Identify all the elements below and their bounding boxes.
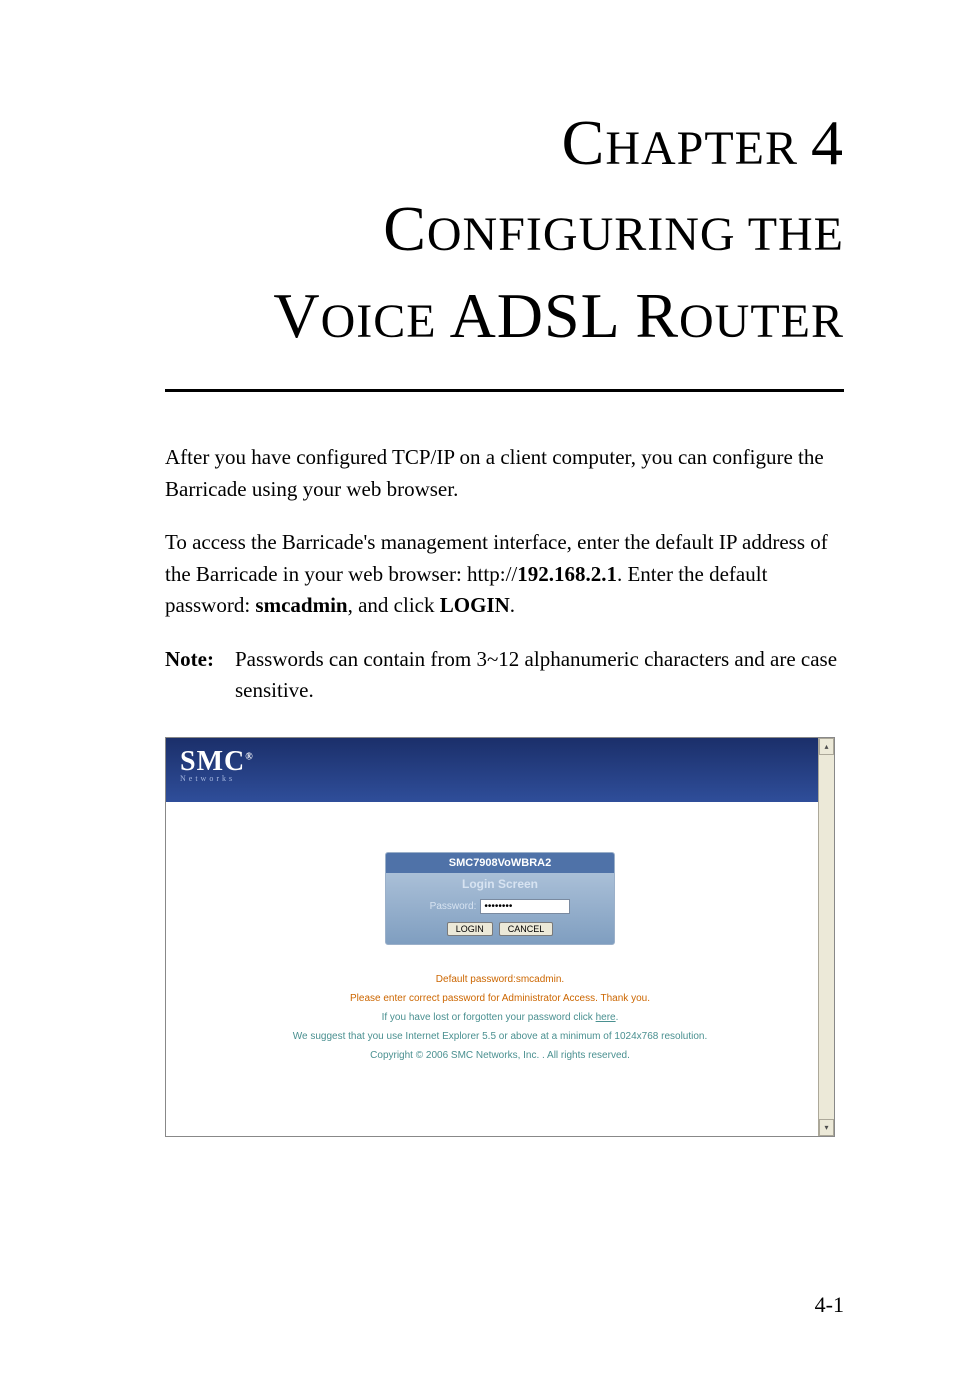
p2-password: smcadmin [255, 593, 347, 617]
panel-title: SMC7908VoWBRA2 [386, 853, 614, 873]
chevron-up-icon: ▴ [824, 742, 828, 751]
note-label: Note: [165, 644, 235, 707]
p2-text-d: . [510, 593, 515, 617]
intro-paragraph-1: After you have configured TCP/IP on a cl… [165, 442, 844, 505]
forgot-link[interactable]: here [596, 1012, 616, 1023]
logo-subtext: Networks [180, 774, 820, 783]
scroll-down-button[interactable]: ▾ [819, 1119, 834, 1136]
chapter-number: 4 [811, 107, 844, 178]
note-text: Passwords can contain from 3~12 alphanum… [235, 644, 844, 707]
p2-text-c: , and click [348, 593, 440, 617]
password-row: Password: [386, 895, 614, 918]
forgot-text-a: If you have lost or forgotten your passw… [382, 1012, 596, 1023]
login-button[interactable]: LOGIN [447, 922, 493, 936]
page-number: 4-1 [815, 1292, 844, 1318]
login-buttons: LOGIN CANCEL [386, 918, 614, 944]
chapter-title-line1: CONFIGURING THE [165, 186, 844, 272]
chapter-cap: C [562, 107, 606, 178]
forgot-text-b: . [616, 1012, 619, 1023]
title2-rest2: OUTER [679, 295, 844, 348]
copyright-text: Copyright © 2006 SMC Networks, Inc. . Al… [196, 1046, 804, 1065]
chevron-down-icon: ▾ [824, 1123, 828, 1132]
scrollbar[interactable]: ▴ ▾ [818, 738, 834, 1136]
panel-subtitle: Login Screen [386, 873, 614, 895]
intro-paragraph-2: To access the Barricade's management int… [165, 527, 844, 622]
chapter-label-line: CHAPTER 4 [165, 100, 844, 186]
title1-rest: ONFIGURING THE [427, 208, 844, 261]
chapter-rule [165, 389, 844, 392]
ie-recommendation: We suggest that you use Internet Explore… [196, 1027, 804, 1046]
screenshot-header: SMC® Networks [166, 738, 834, 802]
login-screenshot: SMC® Networks SMC7908VoWBRA2 Login Scree… [165, 737, 835, 1137]
forgot-password-line: If you have lost or forgotten your passw… [196, 1008, 804, 1027]
screenshot-body: SMC7908VoWBRA2 Login Screen Password: LO… [166, 802, 834, 1085]
title2-rest1: OICE [321, 295, 437, 348]
password-input[interactable] [480, 899, 570, 914]
scroll-up-button[interactable]: ▴ [819, 738, 834, 755]
chapter-label-rest: HAPTER [605, 122, 798, 175]
default-password-msg: Default password:smcadmin. [196, 970, 804, 989]
p2-ip: 192.168.2.1 [517, 562, 617, 586]
chapter-title-line2: VOICE ADSL ROUTER [165, 273, 844, 359]
p2-login: LOGIN [440, 593, 510, 617]
chapter-heading: CHAPTER 4 CONFIGURING THE VOICE ADSL ROU… [165, 100, 844, 359]
title1-cap: C [383, 193, 427, 264]
screenshot-messages: Default password:smcadmin. Please enter … [196, 970, 804, 1065]
cancel-button[interactable]: CANCEL [499, 922, 554, 936]
smc-logo: SMC® Networks [180, 746, 820, 783]
note-paragraph: Note: Passwords can contain from 3~12 al… [165, 644, 844, 707]
logo-text: SMC [180, 746, 245, 777]
title2-cap2: ADSL R [450, 280, 679, 351]
login-panel: SMC7908VoWBRA2 Login Screen Password: LO… [385, 852, 615, 945]
logo-reg: ® [245, 751, 253, 762]
password-label: Password: [430, 901, 477, 912]
title2-cap1: V [273, 280, 320, 351]
admin-access-msg: Please enter correct password for Admini… [196, 989, 804, 1008]
